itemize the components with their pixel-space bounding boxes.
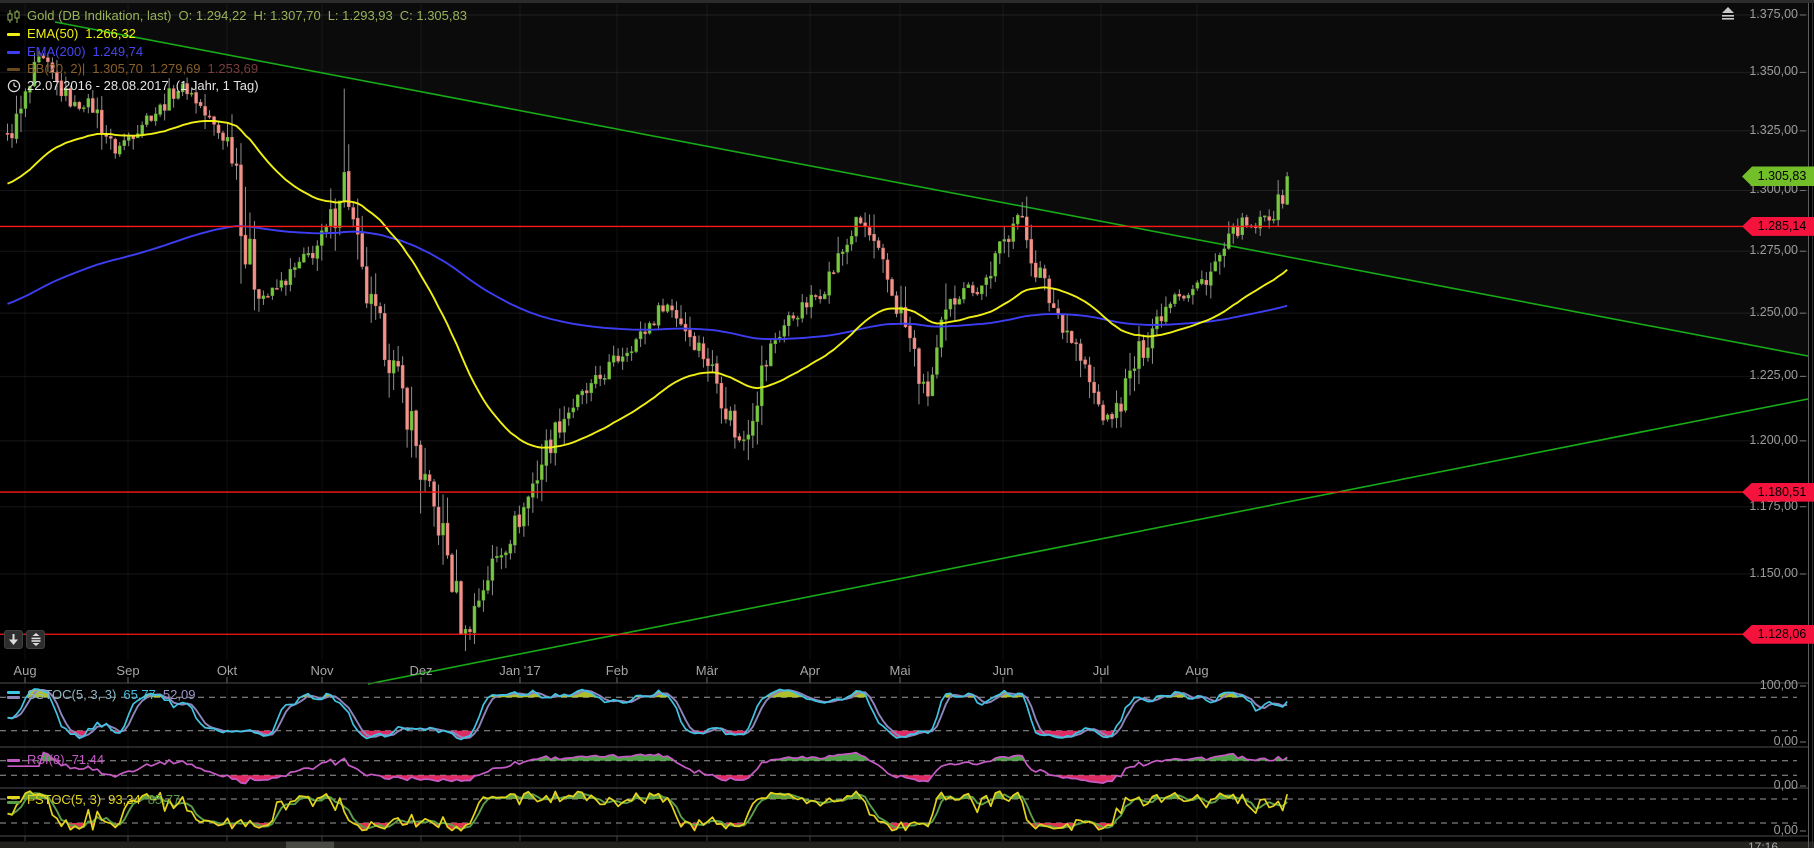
open-value: O: 1.294,22 xyxy=(178,8,247,23)
legend-bb-row[interactable]: BB(20, 2)| 1.305,70 1.279,69 1.253,69 xyxy=(7,61,258,77)
scrollbar-thumb[interactable] xyxy=(286,841,334,848)
date-range-row: 22.07.2016 - 28.08.2017 (1 Jahr, 1 Tag) xyxy=(7,78,259,94)
candlestick-icon xyxy=(7,9,20,23)
bb-upper-value: 1.305,70 xyxy=(92,61,143,76)
price-axis-label: 1.200,00 xyxy=(1749,432,1798,447)
date-range: 22.07.2016 - 28.08.2017 xyxy=(27,78,169,93)
ema200-label: EMA(200) xyxy=(27,44,86,59)
rsi-label: RSI(8) xyxy=(27,752,65,767)
fstoc-swatch-icon xyxy=(7,796,20,804)
time-axis-label: Sep xyxy=(116,663,140,678)
indicator-threshold-fill xyxy=(765,689,804,698)
time-axis-label: Mai xyxy=(889,663,911,678)
bb-label: BB(20, 2)| xyxy=(27,61,86,76)
time-axis-label: Okt xyxy=(216,663,238,678)
time-axis-label: Feb xyxy=(605,663,629,678)
price-axis-label: 1.225,00 xyxy=(1749,368,1798,383)
time-axis-label: Dez xyxy=(409,663,433,678)
sstoc-label: SSTOC(5, 3, 3) xyxy=(27,687,117,702)
ema200-swatch-icon xyxy=(7,50,20,54)
time-axis-label: Mär xyxy=(695,663,719,678)
sstoc-swatch-icon xyxy=(7,691,20,699)
rsi-swatch-icon xyxy=(7,758,20,762)
rsi-value-0: 71,44 xyxy=(71,752,105,767)
price-axis-label: 1.275,00 xyxy=(1749,243,1798,258)
ema50-line xyxy=(7,119,1288,449)
time-axis-label: Jan '17 xyxy=(499,663,541,678)
upper-channel-tint xyxy=(0,3,1808,356)
price-axis-label: 1.350,00 xyxy=(1749,64,1798,79)
arrow-down-icon xyxy=(9,633,18,645)
high-value: H: 1.307,70 xyxy=(253,8,321,23)
eject-icon xyxy=(1722,7,1734,20)
indicator-axis-label: 100,00 xyxy=(1759,678,1798,692)
indicator-legend-sstoc[interactable]: SSTOC(5, 3, 3) 65,77 52,09 xyxy=(7,687,195,703)
collapse-axis-button[interactable] xyxy=(1719,6,1737,26)
legend-ema200-row[interactable]: EMA(200) 1.249,74 xyxy=(7,44,143,60)
candlestick-series xyxy=(5,50,1289,652)
time-axis-label: Jul xyxy=(1092,663,1110,678)
price-axis-label: 1.175,00 xyxy=(1749,498,1798,513)
last-price-tag: 1.305,83 xyxy=(1742,166,1814,187)
sstoc-value-0: 65,77 xyxy=(123,687,156,702)
indicator-legend-rsi[interactable]: RSI(8) 71,44 xyxy=(7,752,104,768)
price-axis-label: 1.250,00 xyxy=(1749,305,1798,320)
fit-vertical-button[interactable] xyxy=(26,630,45,649)
time-axis-label: Nov xyxy=(310,663,334,678)
time-axis-label: Jun xyxy=(992,663,1014,678)
legend-symbol-row[interactable]: Gold (DB Indikation, last) O: 1.294,22 H… xyxy=(7,8,467,24)
indicator-axis-label: 0,00 xyxy=(1773,734,1798,748)
alert-price-tag[interactable]: 1.285,14 xyxy=(1742,216,1814,236)
price-axis-label: 1.150,00 xyxy=(1749,565,1798,580)
low-value: L: 1.293,93 xyxy=(327,8,393,23)
sstoc-line-0 xyxy=(7,688,1288,741)
price-axis-label: 1.325,00 xyxy=(1749,122,1798,137)
clock-icon xyxy=(7,79,21,93)
indicator-axis-label: 0,00 xyxy=(1773,778,1798,792)
fstoc-value-1: 85,77 xyxy=(147,792,181,807)
trendline-upper-descending[interactable] xyxy=(54,21,1809,357)
symbol-title: Gold (DB Indikation, last) xyxy=(27,8,172,23)
legend-ema50-row[interactable]: EMA(50) 1.266,32 xyxy=(7,26,136,42)
date-range-detail: (1 Jahr, 1 Tag) xyxy=(175,78,259,93)
scroll-to-end-button[interactable] xyxy=(4,630,23,649)
ema50-label: EMA(50) xyxy=(27,26,79,41)
ema50-value: 1.266,32 xyxy=(85,26,136,41)
bb-middle-value: 1.279,69 xyxy=(149,61,201,76)
alert-price-tag[interactable]: 1.180,51 xyxy=(1742,482,1814,502)
time-axis-label: Aug xyxy=(1185,663,1209,678)
ema200-line xyxy=(7,225,1288,341)
time-axis-partial-label: 17:16 xyxy=(1748,841,1779,848)
fstoc-value-0: 93,34 xyxy=(108,792,141,807)
ema200-value: 1.249,74 xyxy=(92,44,144,59)
trendline-lower-ascending[interactable] xyxy=(367,398,1809,685)
bb-lower-value: 1.253,69 xyxy=(207,61,259,76)
indicator-threshold-fill xyxy=(936,792,946,799)
indicator-legend-fstoc[interactable]: FSTOC(5, 3) 93,34 85,77 xyxy=(7,792,180,808)
time-axis-label: Aug xyxy=(13,663,37,678)
fstoc-line-0 xyxy=(7,790,1289,832)
ema50-swatch-icon xyxy=(7,32,20,36)
price-axis-label: 1.375,00 xyxy=(1749,7,1798,21)
indicator-threshold-fill xyxy=(375,775,479,782)
horizontal-scrollbar[interactable] xyxy=(0,841,1814,848)
alert-price-tag[interactable]: 1.128,06 xyxy=(1742,624,1814,644)
fit-height-icon xyxy=(31,633,40,646)
time-axis-label: Apr xyxy=(799,663,821,678)
close-value: C: 1.305,83 xyxy=(399,8,467,23)
fstoc-label: FSTOC(5, 3) xyxy=(27,792,102,807)
indicator-axis-label: 0,00 xyxy=(1773,823,1798,837)
rsi-line-0 xyxy=(7,751,1288,785)
sstoc-value-1: 52,09 xyxy=(162,687,196,702)
bb-swatch-icon xyxy=(7,67,20,71)
